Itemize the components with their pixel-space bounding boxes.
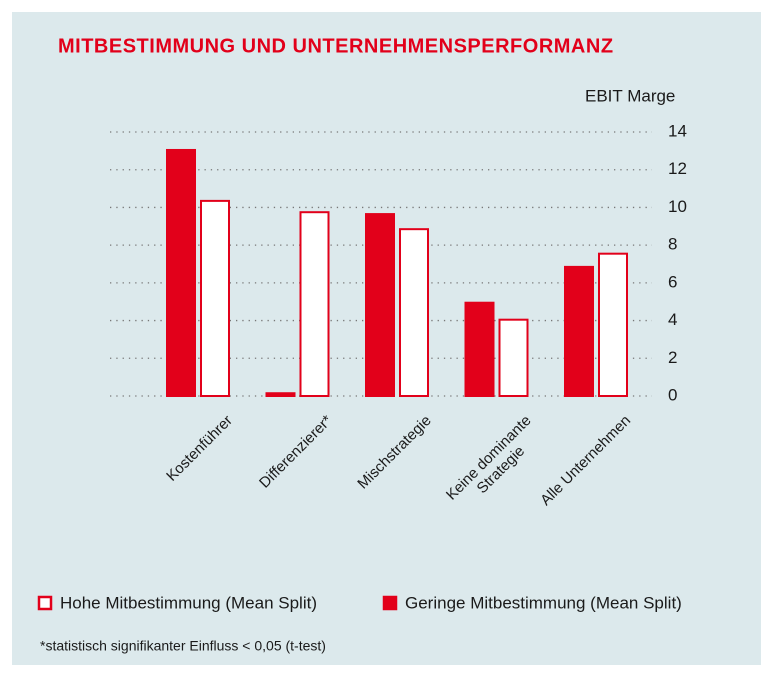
bar bbox=[299, 211, 330, 397]
y-tick-label: 2 bbox=[668, 348, 677, 367]
y-tick-label: 8 bbox=[668, 235, 677, 254]
legend-label: Geringe Mitbestimmung (Mean Split) bbox=[405, 593, 682, 612]
y-tick-label: 4 bbox=[668, 310, 677, 329]
bar bbox=[265, 392, 296, 398]
bar bbox=[365, 213, 395, 397]
y-axis-label: EBIT Marge bbox=[585, 86, 675, 105]
bar bbox=[399, 228, 429, 397]
footnote: *statistisch signifikanter Einfluss < 0,… bbox=[40, 638, 326, 654]
bar bbox=[200, 199, 230, 397]
y-tick-label: 0 bbox=[668, 385, 677, 404]
legend-swatch bbox=[382, 595, 398, 611]
bar bbox=[166, 148, 196, 397]
legend-swatch bbox=[37, 595, 53, 611]
y-tick-label: 6 bbox=[668, 272, 677, 291]
bar bbox=[564, 265, 594, 397]
y-tick-label: 10 bbox=[668, 197, 687, 216]
bar bbox=[598, 252, 628, 397]
bar bbox=[498, 318, 529, 397]
chart-title: MITBESTIMMUNG UND UNTERNEHMENSPERFORMANZ bbox=[58, 35, 614, 57]
legend-label: Hohe Mitbestimmung (Mean Split) bbox=[60, 593, 317, 612]
bar bbox=[464, 301, 495, 398]
y-tick-label: 12 bbox=[668, 159, 687, 178]
y-tick-label: 14 bbox=[668, 121, 687, 140]
